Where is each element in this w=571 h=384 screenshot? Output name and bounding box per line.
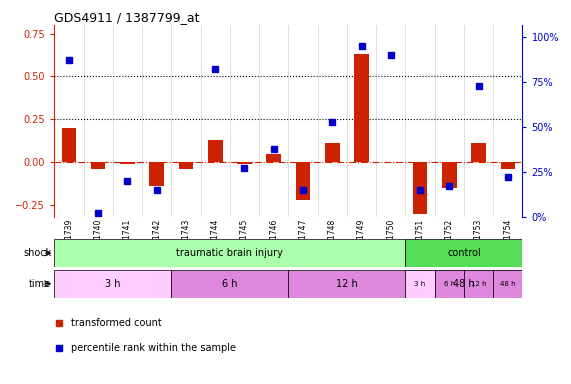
Bar [171,270,288,298]
Text: shock: shock [23,248,51,258]
Bar [405,239,522,267]
Bar [442,162,457,188]
Bar [471,143,486,162]
Text: 6 h: 6 h [222,279,238,289]
Text: 48 h: 48 h [500,281,516,287]
Text: 12 h: 12 h [471,281,486,287]
Bar [435,270,464,298]
Bar [208,140,223,162]
Text: control: control [447,248,481,258]
Bar [405,270,522,298]
Text: GDS4911 / 1387799_at: GDS4911 / 1387799_at [54,11,200,24]
Text: time: time [29,279,51,289]
Bar [54,270,171,298]
Text: 48 h: 48 h [453,279,475,289]
Bar [405,270,435,298]
Bar [150,162,164,186]
Bar [179,162,193,169]
Text: 3 h: 3 h [105,279,120,289]
Bar [54,239,405,267]
Text: 12 h: 12 h [336,279,358,289]
Bar [267,154,281,162]
Bar [325,143,340,162]
Bar [296,162,310,200]
Bar [493,270,522,298]
Bar [120,162,135,164]
Bar [62,128,76,162]
Text: traumatic brain injury: traumatic brain injury [176,248,283,258]
Text: percentile rank within the sample: percentile rank within the sample [71,343,236,353]
Text: transformed count: transformed count [71,318,162,328]
Bar [464,270,493,298]
Bar [237,162,252,164]
Text: 6 h: 6 h [444,281,455,287]
Bar [413,162,427,214]
Bar [91,162,106,169]
Bar [501,162,515,169]
Bar [354,54,369,162]
Text: 3 h: 3 h [415,281,425,287]
Bar [288,270,405,298]
